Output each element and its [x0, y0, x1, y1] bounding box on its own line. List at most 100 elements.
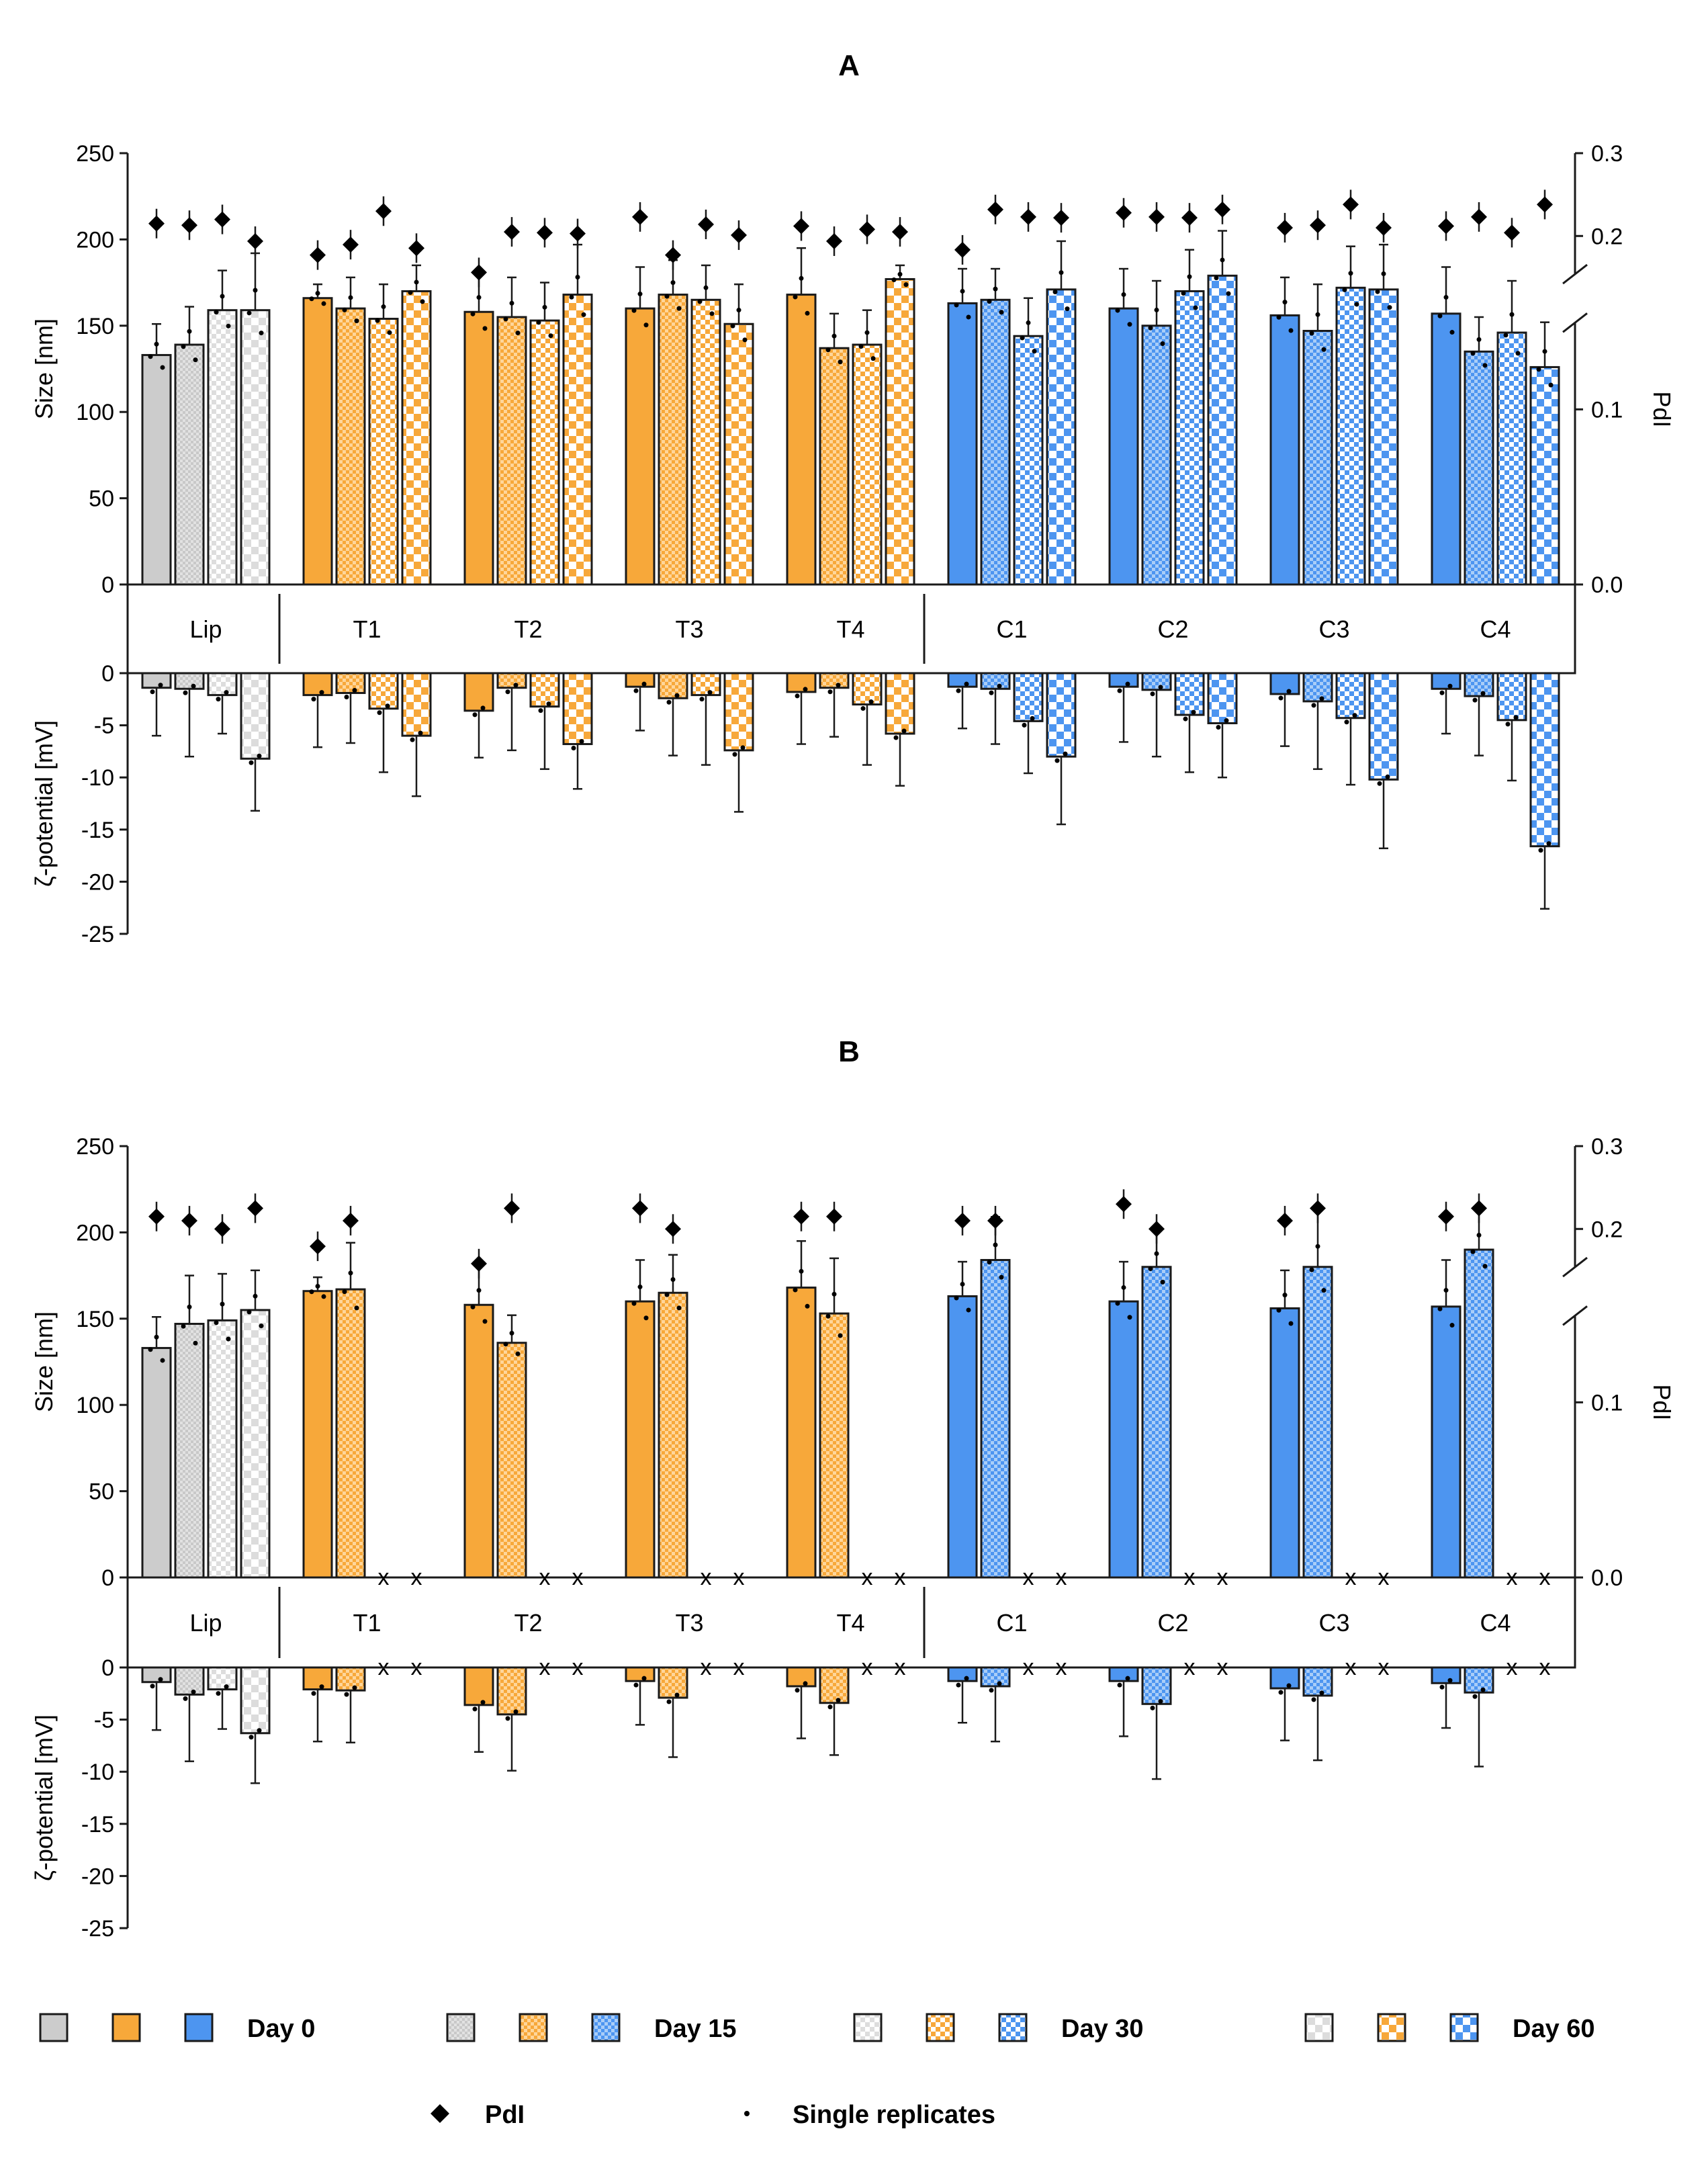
group-label: T2: [514, 615, 542, 643]
size-bar: [625, 307, 656, 586]
pdi-marker: [471, 264, 487, 281]
pdi-tick-label: 0.3: [1591, 1134, 1623, 1160]
size-replicate-dot: [470, 311, 476, 316]
missing-marker: x: [862, 1565, 873, 1590]
size-axis-label: Size [nm]: [30, 318, 58, 419]
zeta-bar: [1141, 672, 1172, 691]
pdi-marker: [987, 1212, 1003, 1229]
zeta-bar: [1431, 1666, 1462, 1684]
size-bar: [1302, 330, 1333, 586]
zeta-replicate-dot: [956, 688, 961, 693]
pdi-marker: [1471, 1200, 1487, 1217]
pdi-marker: [148, 1208, 165, 1225]
zeta-replicate-dot: [795, 693, 800, 699]
size-bar: [1464, 350, 1494, 586]
size-bar: [980, 298, 1011, 586]
pdi-marker: [471, 1255, 487, 1272]
size-replicate-dot: [643, 1315, 649, 1321]
legend-swatch: [39, 2013, 69, 2042]
size-replicate-dot: [154, 1334, 159, 1340]
pdi-marker: [343, 1212, 359, 1229]
size-bar: [1302, 1266, 1333, 1579]
pdi-marker: [1310, 1200, 1326, 1217]
size-replicate-dot: [1032, 349, 1037, 354]
zeta-bar: [786, 1666, 817, 1688]
pdi-marker: [1214, 201, 1230, 218]
zeta-replicate-dot: [1480, 1687, 1486, 1692]
size-replicate-dot: [1154, 307, 1159, 312]
zeta-replicate-dot: [1385, 774, 1390, 779]
zeta-bar: [625, 672, 656, 688]
size-replicate-dot: [864, 330, 870, 335]
size-replicate-dot: [515, 331, 521, 336]
pdi-marker: [1149, 1221, 1165, 1238]
zeta-bar: [1464, 672, 1494, 697]
zeta-bar: [302, 1666, 333, 1691]
size-replicate-dot: [793, 1287, 798, 1293]
legend-swatch: [111, 2013, 141, 2042]
zeta-replicate-dot: [803, 1681, 808, 1686]
size-replicate-dot: [1470, 1249, 1476, 1254]
legend-swatch: [1304, 2013, 1334, 2042]
size-bar: [625, 1300, 656, 1579]
legend-label: Day 0: [247, 2015, 315, 2043]
zeta-replicate-dot: [1311, 1697, 1316, 1702]
zeta-replicate-dot: [257, 753, 262, 758]
pdi-marker: [1053, 210, 1069, 226]
zeta-replicate-dot: [901, 728, 907, 734]
size-replicate-dot: [987, 299, 992, 304]
zeta-bar: [240, 1666, 271, 1735]
size-replicate-dot: [643, 322, 649, 328]
size-replicate-dot: [1482, 363, 1488, 368]
size-replicate-dot: [226, 323, 231, 329]
pdi-marker: [1537, 196, 1553, 213]
legend-swatch: [853, 2013, 883, 2042]
size-replicate-dot: [1127, 322, 1132, 327]
zeta-replicate-dot: [224, 690, 229, 695]
size-bar: [819, 1312, 850, 1579]
missing-marker: x: [701, 1565, 712, 1590]
size-replicate-dot: [1437, 1306, 1443, 1311]
zeta-replicate-dot: [150, 689, 155, 695]
size-bar: [174, 343, 205, 586]
size-replicate-dot: [148, 354, 153, 359]
size-replicate-dot: [805, 310, 810, 316]
group-label: T1: [353, 1609, 381, 1637]
size-bar: [174, 1323, 205, 1579]
zeta-replicate-dot: [1286, 1683, 1292, 1688]
size-replicate-dot: [193, 357, 198, 363]
zeta-bar: [1302, 672, 1333, 703]
size-replicate-dot: [903, 282, 909, 288]
zeta-bar: [496, 672, 527, 689]
size-replicate-dot: [1065, 306, 1070, 312]
size-replicate-dot: [1282, 1293, 1288, 1298]
legend-swatch: [1449, 2013, 1479, 2042]
zeta-bar: [947, 672, 978, 688]
legend-label: Day 30: [1061, 2015, 1144, 2043]
zeta-bar: [1174, 672, 1205, 716]
size-replicate-dot: [154, 341, 159, 347]
zeta-replicate-dot: [1513, 715, 1519, 720]
zeta-replicate-dot: [964, 681, 969, 687]
zeta-bar: [174, 1666, 205, 1696]
pdi-tick-label: 0.1: [1591, 1390, 1623, 1416]
size-replicate-dot: [160, 365, 165, 370]
zeta-replicate-dot: [158, 1677, 163, 1682]
pdi-marker: [698, 216, 714, 233]
pdi-marker: [826, 1208, 842, 1225]
size-replicate-dot: [825, 1313, 831, 1319]
zeta-bar: [980, 672, 1011, 690]
size-replicate-dot: [482, 1319, 488, 1324]
zeta-replicate-dot: [1278, 1690, 1284, 1695]
pdi-marker: [1116, 204, 1132, 221]
size-replicate-dot: [664, 294, 670, 299]
zeta-bar: [335, 672, 366, 694]
size-replicate-dot: [697, 299, 703, 304]
zeta-replicate-dot: [740, 745, 746, 750]
zeta-axis-label: ζ-potential [mV]: [30, 1715, 58, 1881]
zeta-replicate-dot: [579, 739, 584, 744]
size-replicate-dot: [1548, 382, 1554, 388]
group-label: C2: [1157, 615, 1188, 643]
zeta-replicate-dot: [1286, 689, 1292, 694]
size-replicate-dot: [987, 1260, 992, 1265]
